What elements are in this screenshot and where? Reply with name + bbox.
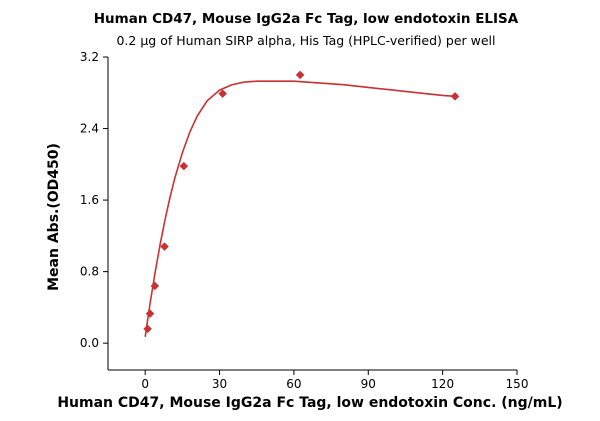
y-tick-label: 3.2	[80, 50, 99, 64]
data-point	[143, 324, 152, 334]
y-tick-label: 2.4	[80, 122, 99, 136]
data-point	[150, 281, 160, 291]
data-point	[450, 91, 460, 101]
y-tick-label: 0.0	[80, 336, 99, 350]
data-point	[295, 70, 305, 80]
chart-subtitle: 0.2 µg of Human SIRP alpha, His Tag (HPL…	[116, 33, 495, 48]
data-point	[218, 89, 227, 99]
y-tick-label: 0.8	[80, 265, 99, 279]
data-points	[143, 70, 460, 334]
x-tick-label: 0	[141, 377, 149, 391]
y-tick-label: 1.6	[80, 193, 99, 207]
data-point	[179, 161, 189, 171]
tick-labels: 0 30 60 90 120 150 0.0 0.8 1.6 2.4 3.2	[80, 50, 529, 391]
x-axis-label: Human CD47, Mouse IgG2a Fc Tag, low endo…	[57, 395, 562, 411]
data-point	[145, 309, 155, 319]
fit-curve	[144, 80, 456, 338]
data-point	[160, 242, 169, 251]
x-tick-label: 120	[431, 377, 454, 391]
y-axis-label: Mean Abs.(OD450)	[46, 143, 62, 291]
chart-title: Human CD47, Mouse IgG2a Fc Tag, low endo…	[94, 11, 519, 27]
axes	[103, 56, 518, 375]
x-tick-label: 90	[361, 377, 376, 391]
x-tick-label: 30	[212, 377, 227, 391]
x-tick-label: 150	[506, 377, 529, 391]
x-tick-label: 60	[286, 377, 301, 391]
